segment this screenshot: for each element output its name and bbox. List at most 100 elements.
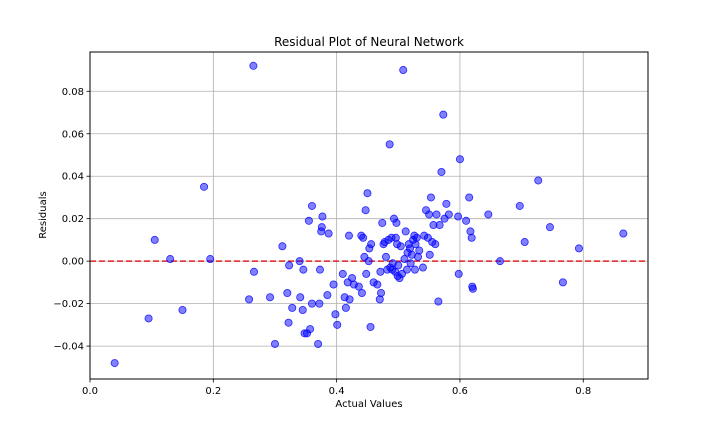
scatter-point xyxy=(338,269,347,278)
scatter-point xyxy=(454,212,463,221)
scatter-point xyxy=(391,233,400,242)
scatter-point xyxy=(444,210,453,219)
scatter-point xyxy=(307,201,316,210)
scatter-point xyxy=(329,280,338,289)
scatter-point xyxy=(359,233,368,242)
scatter-point xyxy=(341,303,350,312)
scatter-point xyxy=(200,182,209,191)
scatter-point xyxy=(306,325,315,334)
scatter-point xyxy=(619,229,628,238)
scatter-point xyxy=(266,293,275,302)
y-tick-label: 0.02 xyxy=(62,214,84,225)
scatter-point xyxy=(412,233,421,242)
scatter-point xyxy=(373,280,382,289)
scatter-point xyxy=(381,252,390,261)
scatter-point xyxy=(484,210,493,219)
scatter-point xyxy=(515,201,524,210)
scatter-point xyxy=(250,267,259,276)
scatter-point xyxy=(558,278,567,287)
y-tick-label: 0.06 xyxy=(62,129,84,140)
scatter-point xyxy=(333,320,342,329)
chart-title: Residual Plot of Neural Network xyxy=(274,35,464,49)
scatter-point xyxy=(496,257,505,266)
scatter-point xyxy=(454,269,463,278)
scatter-point xyxy=(534,176,543,185)
scatter-point xyxy=(455,155,464,164)
scatter-point xyxy=(462,216,471,225)
scatter-point xyxy=(439,110,448,119)
scatter-point xyxy=(367,240,376,249)
scatter-point xyxy=(414,252,423,261)
scatter-point xyxy=(426,193,435,202)
y-tick-label: −0.04 xyxy=(53,342,84,353)
scatter-point xyxy=(344,231,353,240)
x-tick-label: 0.4 xyxy=(329,386,345,397)
x-tick-label: 0.0 xyxy=(82,386,98,397)
scatter-point xyxy=(574,244,583,253)
scatter-point xyxy=(324,229,333,238)
scatter-point xyxy=(394,261,403,270)
scatter-point xyxy=(425,250,434,259)
scatter-point xyxy=(468,284,477,293)
scatter-point xyxy=(245,295,254,304)
scatter-point xyxy=(331,310,340,319)
scatter-point xyxy=(110,359,119,368)
scatter-point xyxy=(437,167,446,176)
scatter-point xyxy=(366,322,375,331)
scatter-point xyxy=(418,263,427,272)
scatter-point xyxy=(314,339,323,348)
scatter-point xyxy=(435,221,444,230)
scatter-point xyxy=(402,265,411,274)
scatter-point xyxy=(396,242,405,251)
x-tick-label: 0.8 xyxy=(575,386,591,397)
y-axis-ticks: −0.04 −0.02 0.00 0.02 0.04 0.06 0.08 xyxy=(53,87,90,353)
scatter-point xyxy=(144,314,153,323)
scatter-point xyxy=(425,210,434,219)
scatter-point xyxy=(284,318,293,327)
scatter-point xyxy=(399,66,408,75)
scatter-point xyxy=(434,297,443,306)
scatter-point xyxy=(392,218,401,227)
scatter-point xyxy=(431,240,440,249)
scatter-point xyxy=(406,259,415,268)
scatter-point xyxy=(318,212,327,221)
scatter-point xyxy=(465,193,474,202)
y-axis-label: Residuals xyxy=(38,191,49,238)
scatter-point xyxy=(400,255,409,264)
scatter-point xyxy=(315,299,324,308)
scatter-point xyxy=(317,223,326,232)
scatter-point xyxy=(520,238,529,247)
scatter-point xyxy=(411,240,420,249)
scatter-point xyxy=(545,223,554,232)
scatter-point xyxy=(375,295,384,304)
scatter-point xyxy=(361,206,370,215)
scatter-point xyxy=(364,257,373,266)
scatter-point xyxy=(354,282,363,291)
y-tick-label: 0.00 xyxy=(62,257,84,268)
scatter-point xyxy=(304,216,313,225)
scatter-point xyxy=(315,265,324,274)
scatter-point xyxy=(166,255,175,264)
y-tick-label: −0.02 xyxy=(53,299,84,310)
scatter-point xyxy=(278,242,287,251)
scatter-point xyxy=(295,257,304,266)
scatter-point xyxy=(376,267,385,276)
scatter-point xyxy=(415,246,424,255)
scatter-point xyxy=(323,291,332,300)
scatter-point xyxy=(296,293,305,302)
scatter-point xyxy=(466,227,475,236)
scatter-point xyxy=(206,255,215,264)
plot-frame xyxy=(89,51,649,380)
y-tick-label: 0.04 xyxy=(62,172,84,183)
scatter-point xyxy=(363,189,372,198)
scatter-point xyxy=(288,303,297,312)
scatter-point xyxy=(378,218,387,227)
scatter-point xyxy=(401,227,410,236)
scatter-point xyxy=(377,289,386,298)
scatter-points xyxy=(110,61,628,368)
scatter-point xyxy=(432,210,441,219)
scatter-point xyxy=(249,61,258,70)
scatter-point xyxy=(285,261,294,270)
scatter-point xyxy=(442,199,451,208)
scatter-point xyxy=(345,295,354,304)
